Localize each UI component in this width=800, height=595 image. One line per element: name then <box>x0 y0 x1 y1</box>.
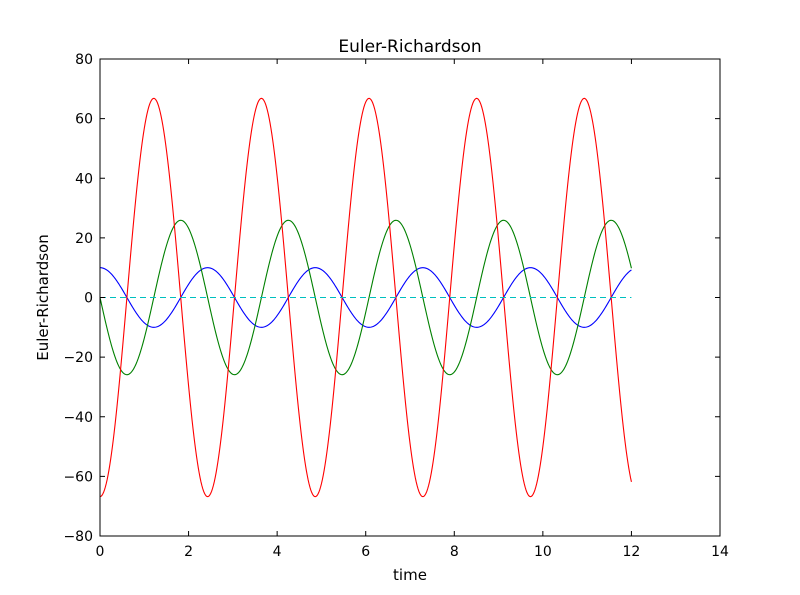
y-tick-label: 60 <box>75 112 93 128</box>
series-line-3 <box>99 97 632 498</box>
x-tick-label: 12 <box>623 544 641 560</box>
x-tick-label: 4 <box>273 544 282 560</box>
y-axis-ticks: −80 −60 −40 −20 0 20 40 60 80 <box>63 52 720 545</box>
y-tick-label: 80 <box>75 52 93 68</box>
y-tick-label: −60 <box>63 469 93 485</box>
x-axis-ticks: 0 2 4 6 8 10 12 14 <box>96 59 729 560</box>
y-tick-label: −80 <box>63 529 93 545</box>
y-tick-label: 40 <box>75 171 93 187</box>
series-line-1 <box>99 267 632 328</box>
chart-title: Euler-Richardson <box>338 37 481 57</box>
x-tick-label: 14 <box>711 544 729 560</box>
x-tick-label: 10 <box>534 544 552 560</box>
y-tick-label: 20 <box>75 231 93 247</box>
y-tick-label: 0 <box>84 291 93 307</box>
series-line-2 <box>99 219 632 376</box>
y-tick-label: −20 <box>63 350 93 366</box>
x-tick-label: 0 <box>96 544 105 560</box>
x-tick-label: 2 <box>184 544 193 560</box>
x-axis-label: time <box>393 566 427 584</box>
x-tick-label: 8 <box>450 544 459 560</box>
y-axis-label: Euler-Richardson <box>34 234 52 360</box>
plot-lines <box>99 97 632 498</box>
x-tick-label: 6 <box>361 544 370 560</box>
y-tick-label: −40 <box>63 410 93 426</box>
